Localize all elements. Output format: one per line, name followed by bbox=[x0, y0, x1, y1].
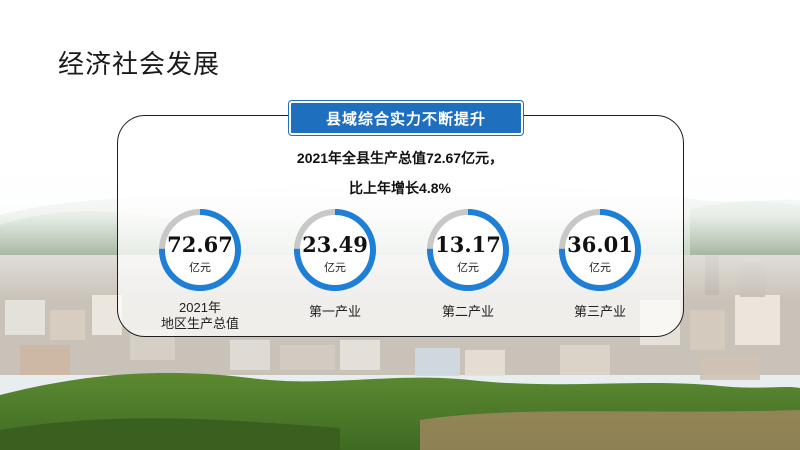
stat-value: 13.17 bbox=[435, 232, 501, 257]
headline-line-1: 2021年全县生产总值72.67亿元， bbox=[296, 150, 504, 166]
headline-line-2: 比上年增长4.8% bbox=[349, 180, 451, 196]
stat-unit: 亿元 bbox=[457, 262, 479, 274]
stat-label: 第一产业 bbox=[308, 304, 361, 319]
stat-value: 72.67 bbox=[167, 232, 233, 257]
stat-value: 23.49 bbox=[302, 232, 368, 257]
stat-label-line-1: 2021年 bbox=[179, 300, 221, 315]
stat-unit: 亿元 bbox=[324, 262, 346, 274]
stat-unit: 亿元 bbox=[189, 262, 211, 274]
ring-chart bbox=[427, 209, 509, 291]
ring-chart bbox=[559, 209, 641, 291]
panel-badge: 县域综合实力不断提升 bbox=[289, 101, 523, 135]
stat-label: 第三产业 bbox=[573, 304, 626, 319]
stat-unit: 亿元 bbox=[589, 262, 611, 274]
page-title: 经济社会发展 bbox=[58, 50, 221, 80]
stat-label: 2021年 地区生产总值 bbox=[135, 300, 265, 332]
ring-chart bbox=[159, 209, 241, 291]
stat-label: 第二产业 bbox=[441, 304, 494, 319]
ring-chart bbox=[294, 209, 376, 291]
stat-value: 36.01 bbox=[567, 232, 633, 257]
stat-label-line-2: 地区生产总值 bbox=[160, 316, 239, 331]
